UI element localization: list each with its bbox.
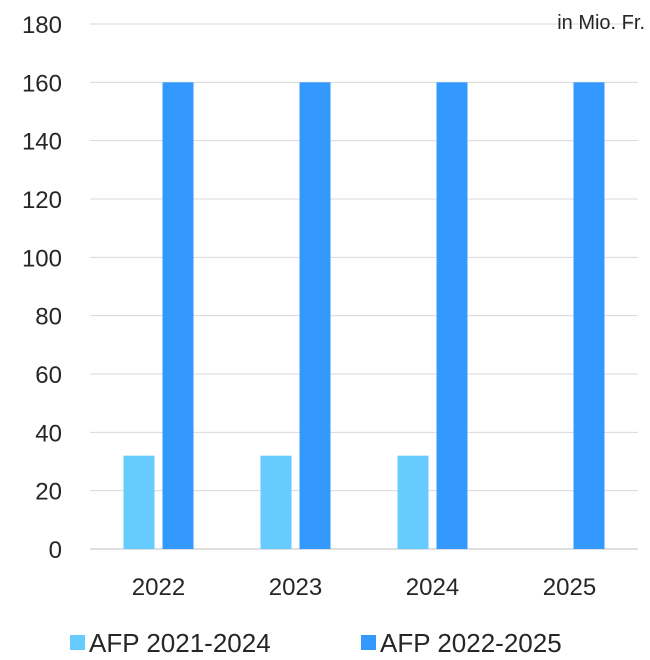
y-tick-label: 120 xyxy=(22,187,62,214)
bar xyxy=(299,82,331,549)
legend-label: AFP 2021-2024 xyxy=(89,628,271,658)
y-tick-label: 140 xyxy=(22,129,62,156)
y-tick-label: 160 xyxy=(22,70,62,97)
legend-label: AFP 2022-2025 xyxy=(380,628,562,658)
bar xyxy=(573,82,605,549)
y-axis-ticks: 0 20 40 60 80 100 120 140 160 180 xyxy=(22,12,62,564)
bars xyxy=(123,82,605,549)
unit-label: in Mio. Fr. xyxy=(557,12,645,34)
bar xyxy=(123,455,155,549)
bar xyxy=(436,82,468,549)
legend-swatch xyxy=(70,635,85,650)
x-tick-label: 2025 xyxy=(543,574,596,601)
x-tick-label: 2024 xyxy=(406,574,459,601)
y-tick-label: 40 xyxy=(35,420,62,447)
legend-swatch xyxy=(361,635,376,650)
x-tick-label: 2023 xyxy=(269,574,322,601)
y-tick-label: 60 xyxy=(35,362,62,389)
x-tick-label: 2022 xyxy=(132,574,185,601)
bar xyxy=(162,82,194,549)
y-tick-label: 20 xyxy=(35,479,62,506)
y-tick-label: 180 xyxy=(22,12,62,39)
y-tick-label: 0 xyxy=(49,537,62,564)
legend: AFP 2021-2024 AFP 2022-2025 xyxy=(70,628,562,658)
y-tick-label: 100 xyxy=(22,245,62,272)
y-tick-label: 80 xyxy=(35,304,62,331)
bar xyxy=(397,455,429,549)
x-axis-ticks: 2022 2023 2024 2025 xyxy=(132,574,596,601)
bar xyxy=(260,455,292,549)
